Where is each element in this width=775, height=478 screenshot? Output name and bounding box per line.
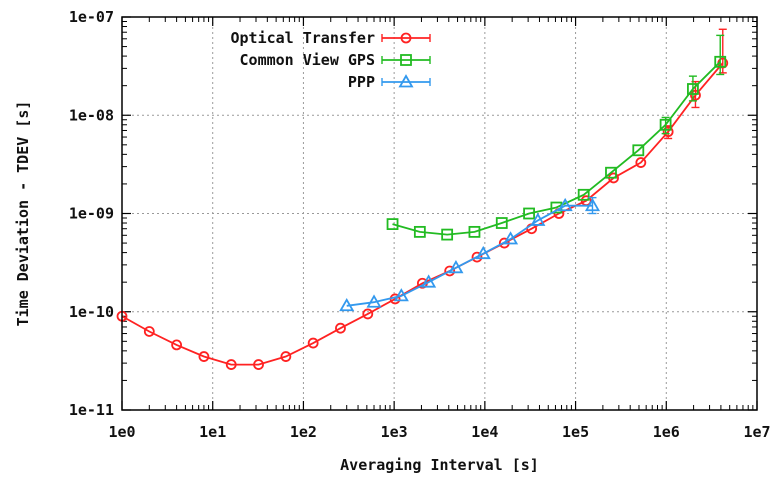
- y-axis-title: Time Deviation - TDEV [s]: [14, 101, 32, 327]
- x-tick-label: 1e6: [653, 423, 680, 441]
- y-tick-label: 1e-11: [69, 401, 114, 419]
- ticks-layer: 1e0 1e1 1e2 1e3 1e4 1e5 1e6 1e7 1e-11 1e-10 1e-09 1…: [69, 8, 771, 441]
- x-tick-label: 1e3: [381, 423, 408, 441]
- series-layer: [118, 29, 728, 369]
- ppp-line: [347, 206, 593, 306]
- legend-label-optical-transfer: Optical Transfer: [231, 29, 376, 47]
- y-tick-label: 1e-10: [69, 303, 114, 321]
- legend-label-ppp: PPP: [348, 73, 375, 91]
- series-ppp: [341, 198, 599, 311]
- y-tick-label: 1e-09: [69, 205, 114, 223]
- y-tick-label: 1e-08: [69, 106, 114, 124]
- x-tick-label: 1e7: [743, 423, 770, 441]
- x-tick-label: 1e4: [471, 423, 498, 441]
- x-tick-label: 1e2: [290, 423, 317, 441]
- y-tick-label: 1e-07: [69, 8, 114, 26]
- x-tick-label: 1e0: [108, 423, 135, 441]
- legend-label-common-view-gps: Common View GPS: [240, 51, 375, 69]
- x-axis-title: Averaging Interval [s]: [340, 456, 539, 474]
- series-optical-transfer: [118, 29, 728, 369]
- grid-layer: [122, 17, 757, 410]
- x-tick-label: 1e5: [562, 423, 589, 441]
- x-tick-label: 1e1: [199, 423, 226, 441]
- legend: Optical Transfer Common View GPS PPP: [231, 29, 431, 91]
- common-view-gps-line: [393, 62, 721, 235]
